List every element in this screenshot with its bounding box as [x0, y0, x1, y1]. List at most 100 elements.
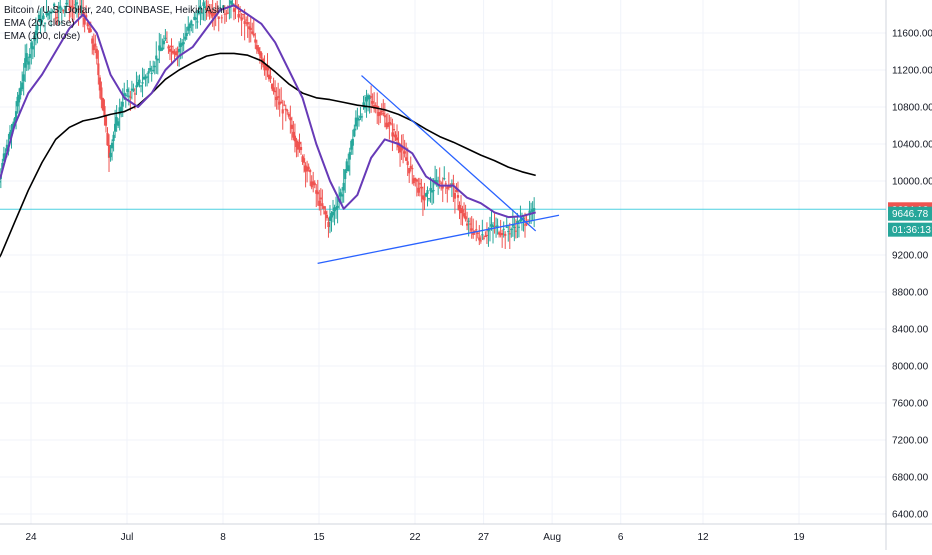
candle-body	[445, 183, 447, 184]
candle-body	[469, 224, 471, 225]
candle-body	[152, 70, 154, 71]
candle-body	[289, 118, 291, 121]
candle-body	[518, 227, 520, 228]
candle-body	[496, 226, 498, 227]
candle-body	[372, 101, 374, 104]
candle-body	[106, 133, 108, 145]
candle-body	[309, 170, 311, 172]
price-tick-label: 11200.00	[892, 66, 932, 77]
candle-body	[244, 21, 246, 24]
candle-body	[358, 119, 360, 120]
candle-body	[391, 132, 393, 136]
time-tick-label: Aug	[543, 532, 561, 543]
candle-body	[148, 71, 150, 73]
candle-body	[240, 18, 242, 21]
candle-body	[274, 91, 276, 92]
candle-body	[23, 74, 25, 81]
time-tick-label: 15	[313, 532, 325, 543]
candle-body	[230, 1, 232, 4]
candle-body	[484, 236, 486, 237]
candle-body	[237, 14, 239, 17]
candle-body	[480, 240, 482, 241]
candle-body	[387, 123, 389, 127]
candle-body	[141, 82, 143, 83]
candle-body	[509, 233, 511, 234]
candle-body	[428, 198, 430, 199]
legend-ema20[interactable]: EMA (20, close)	[4, 17, 225, 30]
price-tick-label: 8400.00	[892, 325, 929, 336]
candle-body	[245, 20, 247, 21]
candle-body	[126, 89, 128, 92]
legend: Bitcoin / U.S. Dollar, 240, COINBASE, He…	[4, 4, 225, 43]
candle-body	[513, 227, 515, 228]
candle-body	[471, 228, 473, 230]
candle-body	[266, 67, 268, 70]
legend-symbol[interactable]: Bitcoin / U.S. Dollar, 240, COINBASE, He…	[4, 4, 225, 17]
candle-body	[332, 212, 334, 216]
candle-body	[349, 152, 351, 160]
candle-body	[384, 115, 386, 117]
candle-body	[100, 87, 102, 99]
candle-body	[250, 28, 252, 30]
candle-body	[242, 14, 244, 15]
candle-body	[461, 209, 463, 213]
candle-body	[416, 179, 418, 181]
candle-body	[140, 85, 142, 86]
candle-body	[233, 8, 235, 12]
candle-body	[135, 85, 137, 87]
candle-body	[393, 129, 395, 130]
candle-body	[128, 96, 130, 97]
candle-body	[27, 61, 29, 64]
time-tick-label: 8	[220, 532, 226, 543]
candle-body	[170, 46, 172, 47]
time-tick-label: 6	[618, 532, 624, 543]
candle-body	[431, 191, 433, 192]
candle-body	[154, 66, 156, 67]
candle-body	[167, 46, 169, 48]
candle-body	[501, 233, 503, 235]
candle-body	[317, 192, 319, 195]
candle-body	[175, 53, 177, 56]
candle-body	[320, 198, 322, 200]
time-tick-label: 22	[409, 532, 421, 543]
candle-body	[282, 109, 284, 113]
candle-body	[294, 136, 296, 142]
price-tick-label: 6400.00	[892, 510, 929, 521]
candle-body	[468, 221, 470, 222]
candle-body	[129, 97, 131, 98]
candle-body	[151, 73, 153, 74]
candle-body	[280, 102, 282, 104]
candle-body	[423, 197, 425, 200]
candle-body	[429, 188, 431, 191]
candle-body	[327, 222, 329, 227]
candle-body	[417, 188, 419, 193]
candle-body	[506, 227, 508, 228]
candle-body	[15, 111, 17, 118]
price-tick-label: 11600.00	[892, 29, 932, 40]
candle-body	[440, 183, 442, 184]
candle-body	[507, 231, 509, 232]
candle-body	[117, 121, 119, 125]
price-tick-label: 8000.00	[892, 362, 929, 373]
candle-body	[169, 49, 171, 52]
time-tick-label: 24	[25, 532, 37, 543]
candle-body	[277, 96, 279, 98]
candle-body	[303, 158, 305, 163]
candle-body	[94, 44, 96, 47]
legend-ema100[interactable]: EMA (100, close)	[4, 30, 225, 43]
time-tick-label: 27	[478, 532, 490, 543]
candle-body	[353, 129, 355, 137]
candle-body	[426, 190, 428, 194]
candle-body	[96, 49, 98, 59]
candle-body	[483, 238, 485, 239]
candle-body	[343, 183, 345, 191]
candle-body	[503, 229, 505, 230]
candle-body	[29, 54, 31, 58]
candle-body	[321, 203, 323, 206]
candle-body	[524, 225, 526, 226]
candle-body	[161, 48, 163, 50]
candle-body	[390, 123, 392, 124]
candle-body	[475, 229, 477, 230]
